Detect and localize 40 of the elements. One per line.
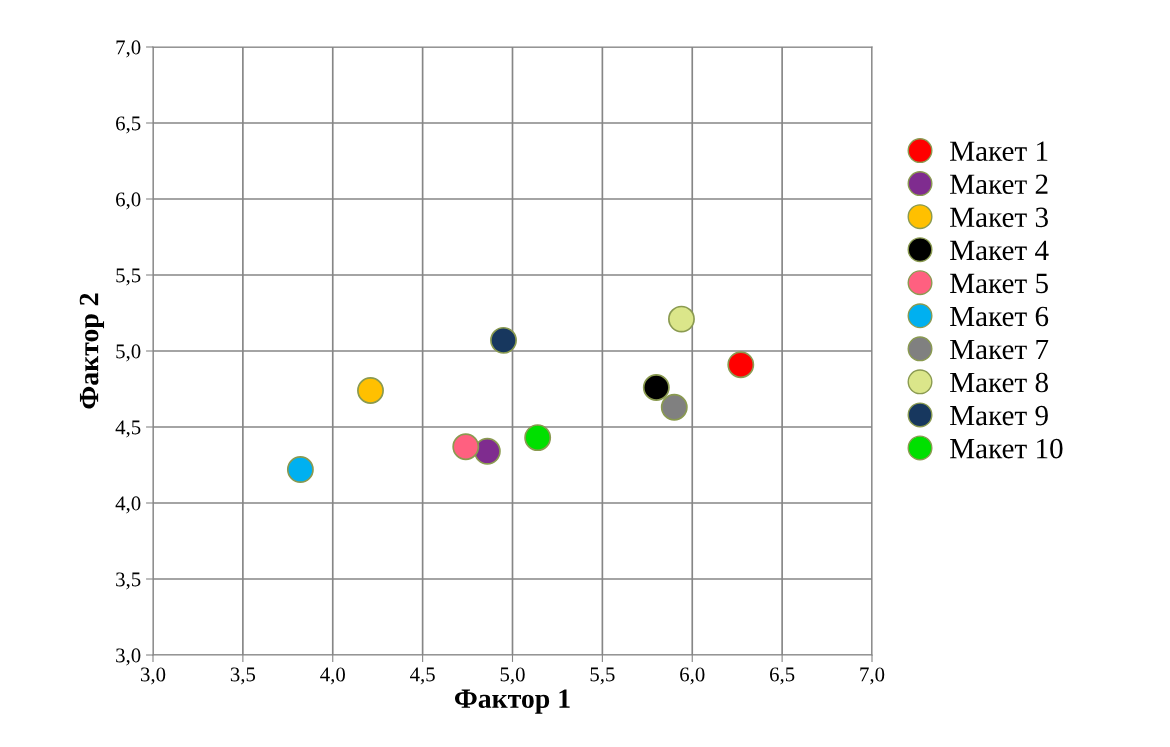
y-tick-label: 6,0 (116, 192, 141, 210)
y-tick-label: 5,5 (116, 268, 141, 286)
x-axis-title: Фактор 1 (454, 689, 570, 714)
legend-label: Макет 9 (950, 405, 1048, 426)
point (642, 374, 670, 401)
y-tick-label: 3,0 (116, 648, 141, 666)
legend-label: Макет 6 (950, 306, 1049, 327)
point (668, 305, 695, 333)
x-tick-label: 4,0 (320, 667, 345, 685)
point (357, 377, 384, 404)
legend-label: Макет 4 (950, 240, 1049, 261)
point (727, 351, 755, 379)
legend-label: Макет 7 (950, 339, 1049, 360)
x-tick-label: 5,5 (590, 667, 615, 685)
y-tick-label: 4,5 (115, 420, 141, 438)
y-tick-label: 7,0 (116, 40, 141, 58)
legend-label: Макет 1 (950, 141, 1048, 162)
x-tick-label: 6,5 (770, 667, 795, 685)
x-tick-label: 3,0 (140, 667, 166, 685)
y-tick-label: 4,0 (115, 496, 141, 514)
point (660, 393, 688, 421)
x-tick-label: 4,5 (410, 667, 435, 685)
y-tick-label: 5,0 (116, 344, 141, 362)
point (490, 326, 517, 354)
point (524, 424, 552, 452)
legend-label: Макет 8 (950, 372, 1048, 393)
point (473, 437, 501, 465)
y-axis-title: Фактор 2 (79, 293, 105, 409)
point (452, 433, 480, 461)
x-tick-label: 6,0 (680, 667, 705, 685)
point (286, 456, 314, 484)
x-tick-label: 3,5 (230, 667, 256, 685)
x-tick-label: 7,0 (860, 667, 885, 685)
y-tick-label: 6,5 (116, 116, 141, 134)
y-tick-label: 3,5 (116, 572, 141, 590)
legend-label: Макет 5 (950, 273, 1048, 294)
legend-label: Макет 3 (950, 207, 1048, 228)
x-tick-label: 5,0 (500, 667, 525, 685)
legend-label: Макет 10 (950, 438, 1063, 459)
legend-label: Макет 2 (950, 174, 1048, 195)
